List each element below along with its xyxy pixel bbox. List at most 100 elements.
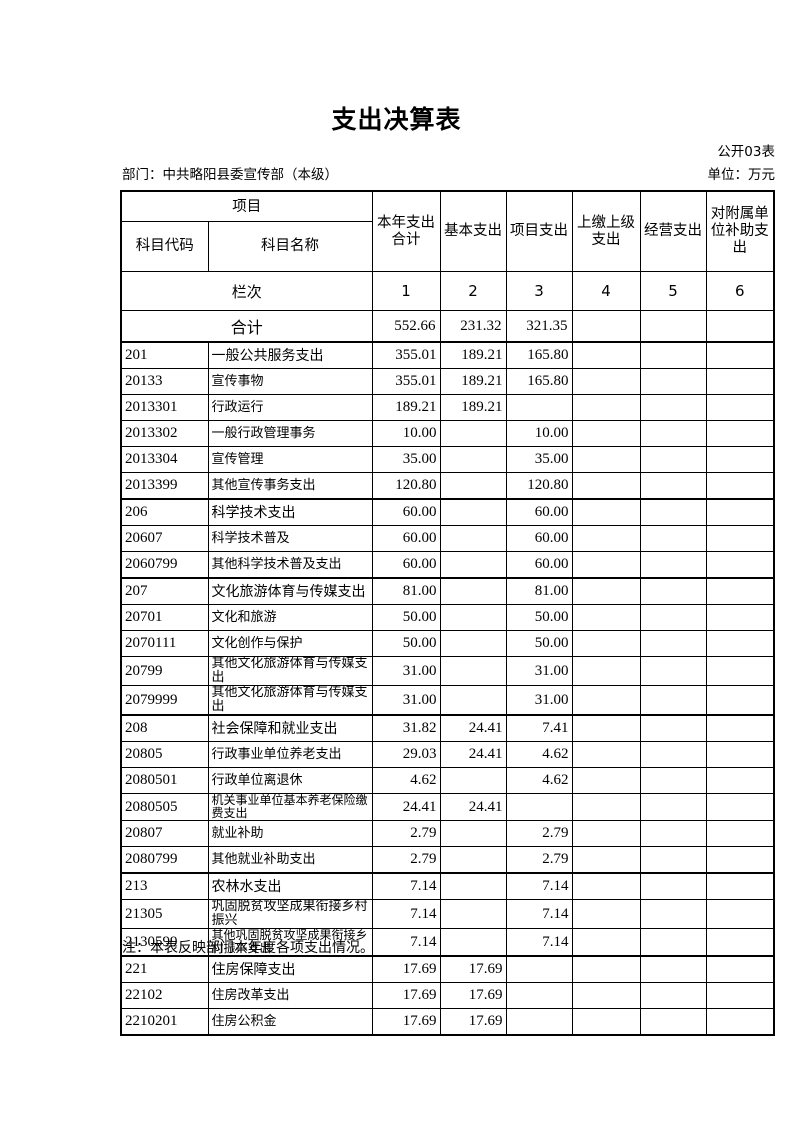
header-row-sub: 科目代码 科目名称 <box>120 221 774 272</box>
cell-subject-name: 行政事业单位养老支出 <box>207 741 373 768</box>
column-index-6: 6 <box>705 271 775 311</box>
cell-amount-4 <box>571 714 641 742</box>
cell-amount-1: 29.03 <box>371 741 441 768</box>
cell-amount-5 <box>639 394 707 421</box>
cell-subject-name: 宣传管理 <box>207 446 373 473</box>
cell-subject-name: 其他文化旅游体育与传媒支出 <box>207 656 373 686</box>
cell-amount-4 <box>571 741 641 768</box>
cell-amount-3: 50.00 <box>505 630 573 657</box>
total-value-6 <box>705 310 775 343</box>
cell-subject-code: 2013399 <box>120 472 209 500</box>
table-row: 20701 文化和旅游 50.00 50.00 <box>120 604 775 631</box>
cell-amount-5 <box>639 793 707 821</box>
column-index-1: 1 <box>371 271 441 311</box>
cell-amount-2: 17.69 <box>439 1008 507 1036</box>
table-row: 20807 就业补助 2.79 2.79 <box>120 820 775 847</box>
total-row: 合计 552.66 231.32 321.35 <box>120 310 775 343</box>
unit-label: 单位：万元 <box>707 167 776 183</box>
cell-amount-2: 189.21 <box>439 341 507 369</box>
cell-amount-4 <box>571 551 641 579</box>
cell-amount-5 <box>639 551 707 579</box>
cell-amount-4 <box>571 446 641 473</box>
cell-amount-2 <box>439 656 507 686</box>
cell-amount-5 <box>639 656 707 686</box>
table-note: 注：本表反映部门本年度各项支出情况。 <box>122 940 374 956</box>
cell-subject-code: 20701 <box>120 604 209 631</box>
table-row: 221 住房保障支出 17.69 17.69 <box>120 955 775 983</box>
cell-subject-name: 其他文化旅游体育与传媒支出 <box>207 685 373 716</box>
cell-amount-4 <box>571 685 641 716</box>
header-col-total: 本年支出合计 <box>371 190 441 272</box>
cell-subject-name: 行政单位离退休 <box>207 767 373 794</box>
header-col-subsidy: 对附属单位补助支出 <box>705 190 775 272</box>
column-index-label: 栏次 <box>120 271 373 311</box>
cell-amount-4 <box>571 577 641 605</box>
table-row: 2013301 行政运行 189.21 189.21 <box>120 394 775 421</box>
cell-amount-1: 17.69 <box>371 955 441 983</box>
cell-amount-4 <box>571 498 641 526</box>
cell-amount-5 <box>639 630 707 657</box>
cell-subject-code: 2013302 <box>120 420 209 447</box>
cell-amount-2: 24.41 <box>439 741 507 768</box>
total-value-4 <box>571 310 641 343</box>
cell-amount-5 <box>639 420 707 447</box>
header-subject-name: 科目名称 <box>207 221 373 272</box>
table-row: 21305 巩固脱贫攻坚成果衔接乡村振兴 7.14 7.14 <box>120 899 775 929</box>
cell-amount-6 <box>705 793 775 821</box>
cell-amount-2 <box>439 472 507 500</box>
table-row: 20799 其他文化旅游体育与传媒支出 31.00 31.00 <box>120 656 775 686</box>
cell-amount-5 <box>639 498 707 526</box>
cell-amount-4 <box>571 767 641 794</box>
cell-amount-5 <box>639 446 707 473</box>
cell-amount-4 <box>571 872 641 900</box>
cell-amount-5 <box>639 767 707 794</box>
cell-amount-4 <box>571 472 641 500</box>
cell-amount-2: 17.69 <box>439 955 507 983</box>
cell-amount-2 <box>439 420 507 447</box>
header-col-project: 项目支出 <box>505 190 573 272</box>
cell-subject-name: 机关事业单位基本养老保险缴费支出 <box>207 793 373 821</box>
cell-subject-code: 206 <box>120 498 209 526</box>
total-value-1: 552.66 <box>371 310 441 343</box>
cell-subject-name: 住房改革支出 <box>207 982 373 1009</box>
cell-subject-name: 文化创作与保护 <box>207 630 373 657</box>
cell-amount-6 <box>705 899 775 929</box>
cell-amount-4 <box>571 982 641 1009</box>
cell-subject-name: 行政运行 <box>207 394 373 421</box>
cell-amount-2: 24.41 <box>439 714 507 742</box>
cell-amount-5 <box>639 820 707 847</box>
cell-amount-4 <box>571 630 641 657</box>
cell-amount-6 <box>705 630 775 657</box>
cell-amount-1: 120.80 <box>371 472 441 500</box>
cell-amount-3: 50.00 <box>505 604 573 631</box>
cell-amount-2 <box>439 577 507 605</box>
cell-amount-1: 60.00 <box>371 498 441 526</box>
total-value-5 <box>639 310 707 343</box>
header-project-group: 项目 <box>120 190 373 222</box>
cell-subject-name: 文化和旅游 <box>207 604 373 631</box>
cell-amount-1: 10.00 <box>371 420 441 447</box>
cell-amount-1: 189.21 <box>371 394 441 421</box>
header-col-operating: 经营支出 <box>639 190 707 272</box>
table-row: 206 科学技术支出 60.00 60.00 <box>120 498 775 526</box>
cell-amount-6 <box>705 982 775 1009</box>
total-value-3: 321.35 <box>505 310 573 343</box>
table-row: 2080501 行政单位离退休 4.62 4.62 <box>120 767 775 794</box>
cell-subject-code: 20133 <box>120 368 209 395</box>
cell-amount-6 <box>705 368 775 395</box>
cell-amount-2 <box>439 446 507 473</box>
table-row: 201 一般公共服务支出 355.01 189.21 165.80 <box>120 341 775 369</box>
cell-subject-code: 2210201 <box>120 1008 209 1036</box>
cell-subject-code: 201 <box>120 341 209 369</box>
cell-amount-1: 17.69 <box>371 1008 441 1036</box>
cell-subject-code: 2080501 <box>120 767 209 794</box>
cell-subject-code: 22102 <box>120 982 209 1009</box>
cell-amount-4 <box>571 656 641 686</box>
cell-amount-5 <box>639 714 707 742</box>
cell-amount-2 <box>439 551 507 579</box>
table-body: 合计 552.66 231.32 321.35 201 一般公共服务支出 355.0… <box>120 310 775 1036</box>
cell-subject-name: 其他就业补助支出 <box>207 846 373 874</box>
cell-amount-3: 10.00 <box>505 420 573 447</box>
cell-amount-1: 4.62 <box>371 767 441 794</box>
